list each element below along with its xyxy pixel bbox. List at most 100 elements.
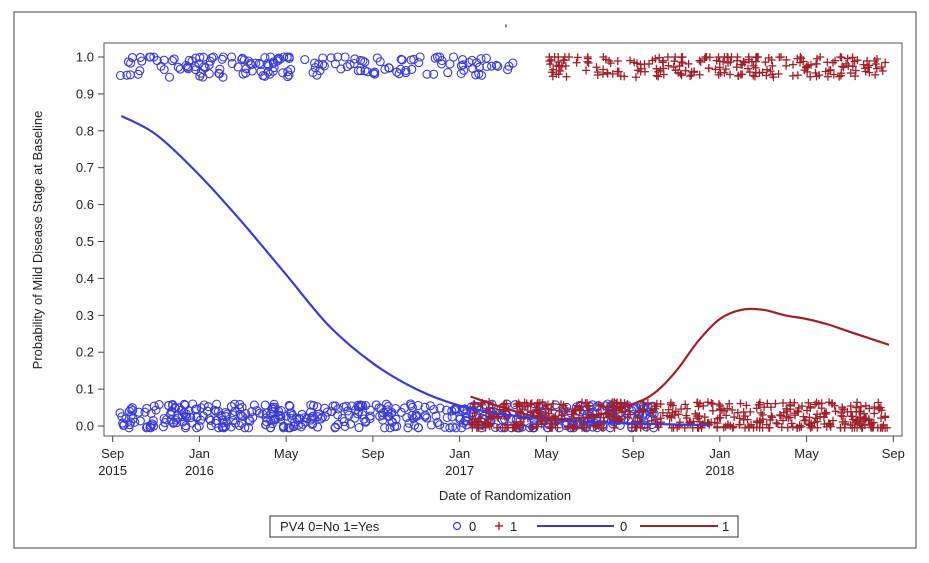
scatter-point-0 (135, 66, 145, 76)
scatter-point-0 (445, 59, 455, 69)
scatter-point-1 (549, 65, 558, 74)
legend-label-1-plus: 1 (510, 519, 517, 534)
scatter-point-0 (125, 70, 135, 80)
scatter-point-1 (584, 59, 593, 67)
scatter-point-1 (554, 70, 563, 79)
scatter-point-0 (203, 402, 213, 412)
scatter-point-1 (639, 406, 648, 415)
scatter-point-1 (865, 68, 874, 77)
scatter-point-0 (326, 53, 336, 63)
scatter-point-1 (877, 63, 886, 71)
scatter-point-1 (735, 414, 744, 423)
scatter-point-0 (411, 410, 421, 420)
scatter-point-0 (460, 415, 470, 425)
y-tick-label: 0.6 (76, 197, 94, 212)
scatter-point-1 (807, 419, 816, 428)
scatter-point-1 (741, 423, 749, 432)
scatter-point-0 (353, 409, 363, 419)
scatter-point-0 (340, 421, 350, 431)
scatter-point-1 (669, 63, 678, 71)
scatter-point-0 (443, 68, 453, 78)
scatter-point-1 (636, 67, 645, 76)
scatter-point-1 (651, 54, 660, 63)
scatter-point-1 (851, 72, 860, 81)
scatter-point-0 (149, 421, 159, 431)
scatter-point-1 (804, 398, 813, 407)
scatter-point-1 (572, 58, 581, 67)
scatter-point-1 (858, 423, 867, 432)
legend-label-1-line: 1 (722, 519, 729, 534)
scatter-point-1 (826, 65, 835, 74)
x-tick-label: Jan (189, 446, 210, 461)
scatter-point-0 (142, 403, 152, 413)
scatter-point-1 (705, 53, 714, 62)
scatter-point-0 (294, 413, 304, 423)
legend: PV4 0=No 1=Yes 0 1 0 1 (269, 515, 739, 538)
scatter-point-1 (859, 60, 868, 69)
scatter-point-1 (806, 72, 815, 81)
scatter-point-1 (707, 399, 716, 408)
scatter-point-0 (190, 404, 200, 415)
scatter-point-1 (768, 61, 777, 70)
scatter-point-0 (154, 400, 164, 410)
scatter-point-1 (583, 406, 592, 415)
scatter-point-0 (345, 419, 356, 429)
scatter-point-1 (545, 53, 554, 61)
scatter-point-0 (284, 70, 294, 80)
scatter-point-1 (837, 71, 845, 80)
scatter-point-1 (777, 411, 785, 420)
scatter-point-0 (268, 66, 278, 76)
scatter-point-1 (838, 405, 847, 413)
scatter-point-0 (320, 412, 330, 422)
scatter-point-0 (267, 419, 277, 429)
scatter-point-1 (813, 417, 822, 426)
scatter-point-1 (881, 58, 890, 67)
scatter-point-0 (148, 416, 158, 426)
scatter-point-1 (520, 398, 529, 407)
scatter-point-1 (716, 68, 725, 77)
scatter-point-0 (272, 56, 282, 66)
scatter-point-0 (455, 413, 465, 423)
scatter-point-0 (300, 55, 310, 65)
scatter-point-1 (492, 410, 501, 419)
scatter-point-0 (247, 66, 257, 76)
scatter-point-0 (156, 61, 166, 71)
scatter-point-1 (825, 421, 834, 430)
scatter-point-1 (598, 423, 606, 432)
scatter-point-1 (533, 400, 542, 409)
scatter-point-0 (187, 56, 197, 66)
scatter-point-1 (696, 399, 704, 408)
scatter-point-1 (555, 406, 564, 415)
scatter-point-1 (777, 53, 785, 61)
scatter-point-0 (240, 423, 250, 433)
scatter-point-0 (284, 52, 294, 62)
scatter-point-1 (751, 53, 760, 62)
scatter-point-0 (406, 55, 416, 65)
scatter-point-1 (743, 415, 752, 424)
scatter-point-0 (409, 420, 420, 430)
scatter-point-1 (659, 56, 668, 65)
scatter-point-1 (573, 401, 582, 410)
scatter-point-0 (350, 54, 360, 64)
scatter-point-1 (663, 53, 672, 61)
y-axis-label: Probability of Mild Disease Stage at Bas… (30, 111, 45, 370)
scatter-point-0 (328, 401, 338, 411)
scatter-point-1 (761, 58, 770, 67)
scatter-point-0 (266, 423, 276, 433)
scatter-point-1 (739, 408, 748, 416)
scatter-point-0 (407, 410, 417, 420)
scatter-point-1 (733, 408, 742, 417)
scatter-point-1 (559, 401, 568, 410)
scatter-point-1 (514, 399, 523, 408)
scatter-point-0 (218, 72, 228, 82)
scatter-point-1 (779, 399, 787, 407)
scatter-point-1 (610, 417, 619, 426)
scatter-point-0 (195, 52, 205, 62)
scatter-point-1 (578, 398, 586, 407)
scatter-point-0 (385, 423, 395, 433)
scatter-point-1 (474, 417, 483, 426)
scatter-point-1 (636, 423, 645, 432)
scatter-point-1 (874, 398, 883, 407)
scatter-point-0 (368, 68, 378, 78)
scatter-point-0 (380, 423, 390, 433)
